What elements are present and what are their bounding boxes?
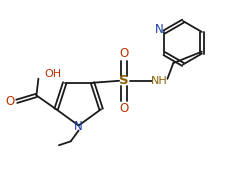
Text: O: O <box>120 102 129 115</box>
Text: NH: NH <box>151 76 168 86</box>
Text: OH: OH <box>44 69 61 79</box>
Text: O: O <box>120 47 129 60</box>
Text: S: S <box>119 74 129 87</box>
Text: O: O <box>5 95 15 108</box>
Text: N: N <box>155 23 164 36</box>
Text: N: N <box>74 120 83 133</box>
